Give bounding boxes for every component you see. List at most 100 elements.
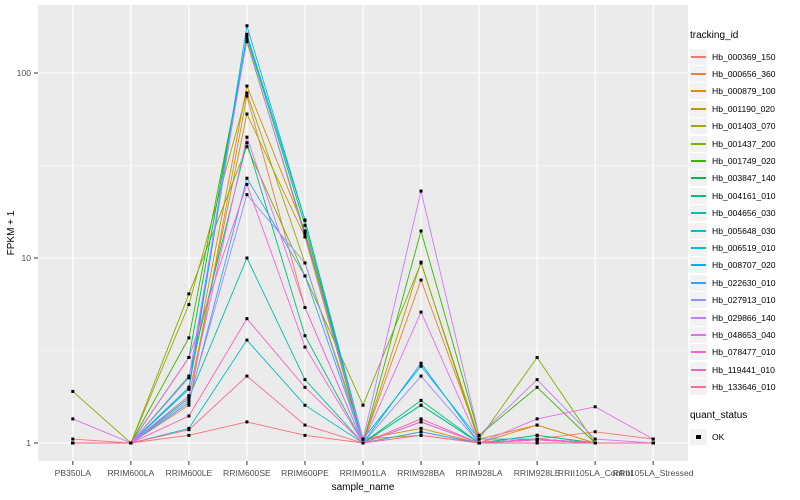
data-point xyxy=(245,338,249,342)
legend-key-swatch xyxy=(690,135,707,152)
legend-key-swatch xyxy=(690,170,707,187)
data-point xyxy=(245,145,249,149)
x-tick-label: PB350LA xyxy=(55,468,92,478)
legend-item-label: Hb_027913_010 xyxy=(712,295,776,306)
data-point xyxy=(535,355,539,359)
data-point xyxy=(303,403,307,407)
x-tick-label: RRIM928LA xyxy=(456,468,503,478)
legend-item-label: Hb_006519_010 xyxy=(712,242,776,253)
legend-key-swatch xyxy=(690,48,707,65)
legend-item-label: Hb_048653_040 xyxy=(712,329,776,340)
x-tick-label: RRIM600SE xyxy=(223,468,271,478)
x-tick-label: RRIM600LA xyxy=(107,468,154,478)
legend-key-swatch xyxy=(690,428,707,445)
legend-item: Hb_133646_010 xyxy=(690,378,798,396)
data-point xyxy=(593,405,597,409)
legend-key-swatch xyxy=(690,100,707,117)
data-point xyxy=(245,112,249,116)
data-point xyxy=(477,437,481,441)
data-point xyxy=(303,306,307,310)
legend-items-tracking: Hb_000369_150 Hb_000656_360 Hb_000879_100 H… xyxy=(690,48,798,396)
legend-key-swatch xyxy=(690,361,707,378)
data-point xyxy=(187,376,191,380)
data-point xyxy=(303,385,307,389)
legend-item-label: Hb_004656_030 xyxy=(712,208,776,219)
data-point xyxy=(303,232,307,236)
data-point xyxy=(187,401,191,405)
legend-item-label: Hb_133646_010 xyxy=(712,382,776,393)
legend-title-tracking-id: tracking_id xyxy=(690,30,739,41)
legend-key-swatch xyxy=(690,83,707,100)
data-point xyxy=(187,394,191,398)
legend-key-swatch xyxy=(690,153,707,170)
legend-item-label: Hb_008707_020 xyxy=(712,260,776,271)
legend-item-label: Hb_022630_010 xyxy=(712,277,776,288)
data-point xyxy=(419,361,423,365)
legend-item-label: Hb_001190_020 xyxy=(712,103,775,114)
legend-item: Hb_001749_020 xyxy=(690,152,798,170)
legend-key-swatch xyxy=(690,205,707,222)
legend-color-line-icon xyxy=(691,194,706,197)
data-point xyxy=(245,91,249,95)
legend-color-line-icon xyxy=(691,90,706,93)
legend-key-swatch xyxy=(690,239,707,256)
legend-key-swatch xyxy=(690,187,707,204)
data-point xyxy=(361,437,365,441)
legend-color-line-icon xyxy=(691,246,706,249)
data-point xyxy=(245,37,249,41)
data-point xyxy=(535,423,539,427)
legend-item-label: Hb_001403_070 xyxy=(712,121,776,132)
legend-color-line-icon xyxy=(691,229,706,232)
legend-item: Hb_008707_020 xyxy=(690,257,798,274)
legend-color-line-icon xyxy=(691,107,706,110)
legend-item: Hb_022630_010 xyxy=(690,274,798,291)
legend-item: Hb_029866_140 xyxy=(690,309,798,326)
legend-section-quant-status: quant_status OK xyxy=(690,410,798,445)
legend-item: Hb_004656_030 xyxy=(690,205,798,222)
legend-item: Hb_048653_040 xyxy=(690,326,798,343)
legend-key-swatch xyxy=(690,344,707,361)
data-point xyxy=(187,428,191,432)
data-point xyxy=(245,420,249,424)
legend-item-label: Hb_001437_200 xyxy=(712,138,776,149)
legend-item: Hb_003847_140 xyxy=(690,170,798,187)
legend-item: Hb_078477_010 xyxy=(690,344,798,361)
data-point xyxy=(129,441,133,445)
legend-color-line-icon xyxy=(691,160,706,163)
legend: tracking_id Hb_000369_150 Hb_000656_360 Hb… xyxy=(690,30,798,445)
legend-item: Hb_000656_360 xyxy=(690,65,798,83)
data-point xyxy=(535,438,539,442)
legend-key-swatch xyxy=(690,118,707,135)
data-point xyxy=(477,433,481,437)
data-point xyxy=(245,24,249,28)
legend-item: Hb_006519_010 xyxy=(690,239,798,256)
legend-item-label: Hb_078477_010 xyxy=(712,347,776,358)
legend-color-line-icon xyxy=(691,333,706,336)
data-point xyxy=(303,223,307,227)
data-point xyxy=(187,403,191,407)
legend-color-line-icon xyxy=(691,299,706,302)
data-point xyxy=(419,398,423,402)
legend-title-quant-status: quant_status xyxy=(690,409,748,421)
legend-item: Hb_004161_010 xyxy=(690,187,798,204)
data-point xyxy=(303,433,307,437)
data-point xyxy=(477,441,481,445)
data-point xyxy=(245,141,249,145)
legend-key-swatch xyxy=(690,66,707,83)
data-point xyxy=(593,430,597,434)
legend-item-label: OK xyxy=(712,431,725,442)
data-point xyxy=(187,385,191,389)
legend-item-label: Hb_029866_140 xyxy=(712,312,776,323)
x-axis-title: sample_name xyxy=(332,482,395,493)
data-point xyxy=(187,387,191,391)
data-point xyxy=(187,336,191,340)
legend-color-line-icon xyxy=(691,142,706,145)
data-point xyxy=(303,274,307,278)
data-point xyxy=(187,355,191,359)
legend-item: Hb_119441_010 xyxy=(690,361,798,378)
data-point xyxy=(71,417,75,421)
legend-color-line-icon xyxy=(691,264,706,267)
x-tick-label: RRIM600PE xyxy=(281,468,329,478)
data-point xyxy=(651,441,655,445)
legend-item: Hb_005648_030 xyxy=(690,222,798,239)
